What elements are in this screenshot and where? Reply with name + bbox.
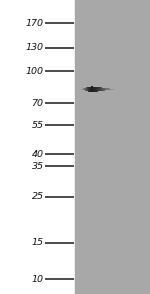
Bar	[0, 0, 75, 294]
Bar	[81, 89, 82, 90]
Bar	[111, 88, 112, 90]
Text: 10: 10	[32, 275, 44, 284]
Bar	[88, 87, 89, 91]
Bar	[90, 86, 91, 92]
Text: 170: 170	[26, 19, 44, 28]
Bar	[86, 88, 87, 91]
Bar	[100, 87, 101, 91]
Bar	[96, 87, 97, 92]
Bar	[97, 87, 98, 92]
Text: 100: 100	[26, 67, 44, 76]
Text: 35: 35	[32, 162, 44, 171]
Bar	[92, 86, 93, 92]
Bar	[99, 87, 100, 91]
Bar	[94, 86, 95, 92]
Bar	[85, 88, 86, 91]
Bar	[91, 86, 92, 92]
Bar	[93, 86, 94, 92]
Bar	[102, 88, 103, 91]
Text: 40: 40	[32, 150, 44, 158]
Text: 70: 70	[32, 99, 44, 108]
Bar	[106, 88, 107, 90]
Bar	[83, 88, 84, 90]
Bar	[89, 87, 90, 92]
Text: 130: 130	[26, 43, 44, 52]
Bar	[105, 88, 106, 91]
Bar	[112, 89, 113, 90]
Bar	[100, 87, 101, 91]
Text: 55: 55	[32, 121, 44, 130]
Bar	[103, 88, 104, 91]
Bar	[87, 87, 88, 91]
Bar	[75, 0, 150, 294]
Bar	[95, 87, 96, 92]
Bar	[110, 88, 111, 90]
Bar	[107, 88, 108, 90]
Text: 25: 25	[32, 192, 44, 201]
Bar	[113, 89, 114, 90]
Text: 15: 15	[32, 238, 44, 247]
Bar	[103, 88, 104, 91]
Bar	[82, 88, 83, 90]
Bar	[84, 88, 85, 90]
Bar	[109, 88, 110, 90]
Bar	[104, 88, 105, 91]
Bar	[108, 88, 109, 90]
Bar	[101, 87, 102, 91]
Bar	[98, 87, 99, 91]
